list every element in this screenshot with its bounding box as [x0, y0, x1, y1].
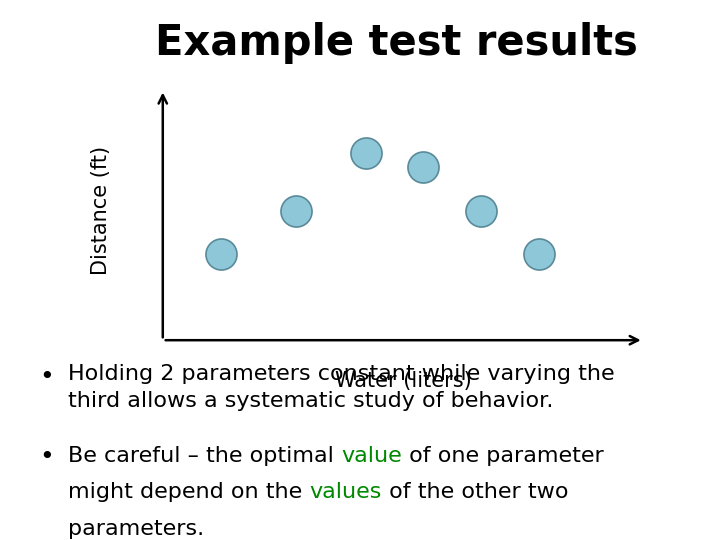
Text: Water (liters): Water (liters): [335, 372, 472, 392]
Text: values: values: [310, 482, 382, 502]
Text: •: •: [40, 364, 54, 388]
Text: might depend on the: might depend on the: [68, 482, 310, 502]
Text: Be careful – the optimal: Be careful – the optimal: [68, 446, 341, 465]
Point: [360, 148, 372, 157]
Point: [534, 249, 545, 258]
Point: [290, 206, 302, 215]
Text: Example test results: Example test results: [155, 22, 637, 64]
Point: [215, 249, 227, 258]
Point: [418, 163, 429, 172]
Text: •: •: [40, 446, 54, 469]
Text: Distance (ft): Distance (ft): [91, 146, 111, 275]
Text: Holding 2 parameters constant while varying the
third allows a systematic study : Holding 2 parameters constant while vary…: [68, 364, 615, 411]
Text: of one parameter: of one parameter: [402, 446, 604, 465]
Point: [476, 206, 487, 215]
Text: parameters.: parameters.: [68, 519, 204, 539]
Text: value: value: [341, 446, 402, 465]
Text: of the other two: of the other two: [382, 482, 569, 502]
